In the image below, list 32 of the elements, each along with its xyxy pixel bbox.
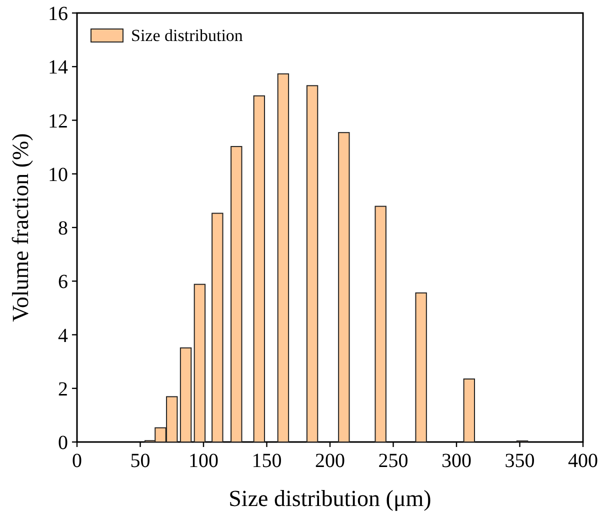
bar (194, 284, 206, 442)
bar (338, 132, 350, 442)
y-tick-label: 10 (48, 164, 68, 186)
y-tick-label: 12 (48, 110, 68, 132)
y-axis-title: Volume fraction (%) (8, 133, 33, 322)
x-tick-label: 0 (72, 450, 82, 472)
y-tick-label: 2 (58, 378, 68, 400)
y-tick-label: 0 (58, 432, 68, 454)
bar (180, 347, 192, 442)
y-tick-label: 4 (58, 324, 68, 347)
y-tick-label: 8 (58, 218, 68, 240)
x-tick-label: 350 (504, 450, 535, 472)
y-tick-label: 16 (48, 3, 68, 25)
legend-label: Size distribution (131, 26, 244, 45)
bar (463, 378, 475, 442)
x-tick-label: 250 (378, 450, 408, 472)
x-tick-label: 50 (130, 450, 150, 472)
x-tick-label: 150 (252, 450, 282, 472)
bar (230, 146, 242, 442)
bar (306, 85, 318, 442)
x-axis-title: Size distribution (μm) (228, 486, 432, 511)
bar (415, 292, 427, 442)
y-tick-label: 14 (48, 56, 68, 79)
y-tick-label: 6 (58, 271, 68, 294)
bar (374, 206, 386, 442)
x-tick-label: 100 (188, 450, 218, 472)
bar (277, 73, 290, 442)
bar (253, 95, 266, 442)
x-tick-label: 200 (315, 450, 345, 472)
bar (212, 212, 224, 442)
x-tick-label: 300 (442, 450, 472, 472)
x-tick-label: 400 (568, 450, 598, 472)
